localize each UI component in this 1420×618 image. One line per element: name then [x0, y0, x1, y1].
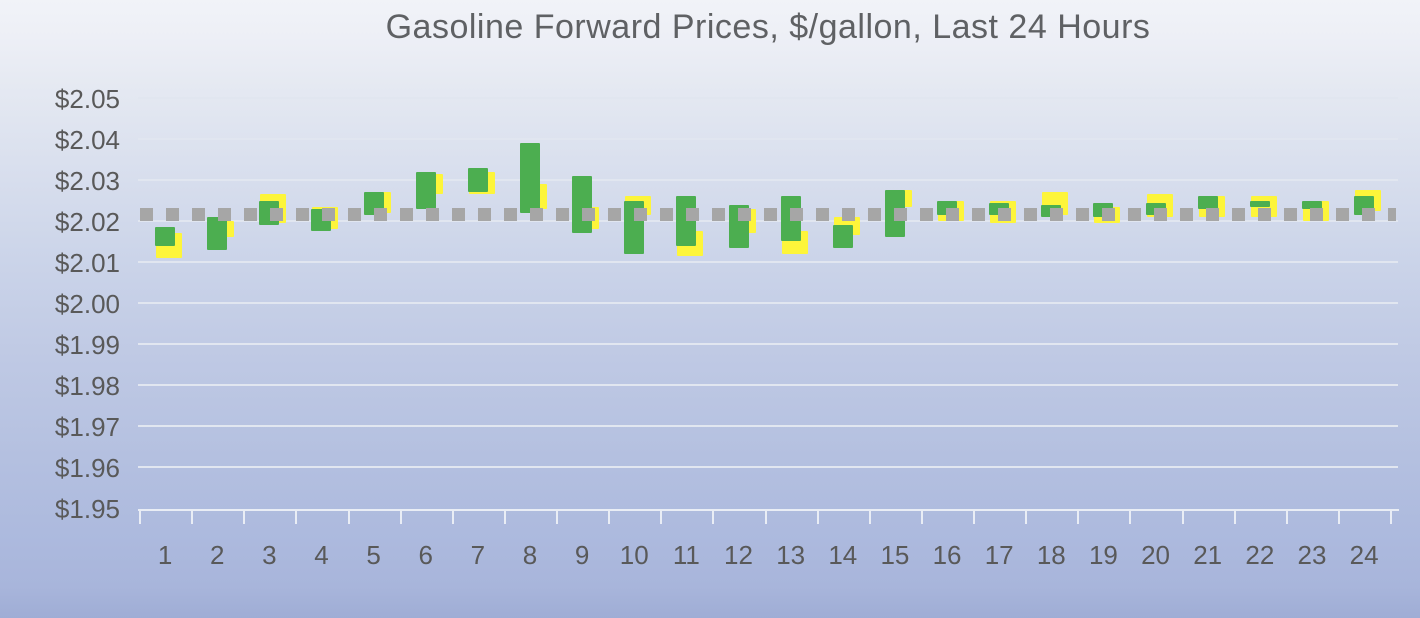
x-axis-tick [660, 509, 663, 524]
y-axis-label: $1.98 [54, 371, 120, 401]
gridline [138, 425, 1398, 427]
x-axis-line [138, 509, 1399, 511]
x-axis-tick [139, 509, 141, 524]
average-dotted-line [140, 208, 1396, 222]
y-axis-label: $2.04 [54, 125, 120, 155]
y-axis-label: $2.05 [54, 84, 120, 114]
x-axis-tick [1181, 509, 1184, 524]
x-axis-tick [503, 509, 506, 524]
x-axis-label: 8 [522, 540, 538, 570]
x-axis-tick [1025, 509, 1028, 524]
x-axis-tick [608, 509, 611, 524]
price-range-bar-green [1301, 200, 1322, 209]
y-axis-label: $1.99 [54, 330, 120, 360]
y-axis-label: $2.00 [54, 289, 120, 319]
x-axis-tick [920, 509, 923, 524]
price-range-bar-green [832, 225, 853, 248]
price-range-bar-green [520, 143, 540, 213]
x-axis-label: 20 [1141, 540, 1171, 570]
x-axis-tick [1129, 509, 1132, 524]
x-axis-tick [399, 509, 402, 524]
y-axis-label: $1.95 [54, 494, 120, 524]
x-axis-tick [1390, 509, 1393, 524]
price-range-bar-green [207, 216, 228, 250]
x-axis-label: 11 [672, 540, 700, 570]
x-axis-label: 18 [1036, 540, 1066, 570]
x-axis-label: 12 [724, 540, 753, 570]
x-axis-tick [1337, 509, 1340, 524]
x-axis-label: 9 [574, 540, 590, 570]
x-axis-label: 4 [314, 540, 329, 570]
gridline [138, 466, 1398, 468]
x-axis-tick [243, 509, 246, 524]
x-axis-tick [712, 509, 715, 524]
x-axis-tick [191, 509, 194, 524]
gridline [138, 261, 1398, 263]
x-axis-label: 2 [209, 540, 225, 570]
price-range-bar-green [1249, 200, 1270, 207]
y-axis-label: $2.01 [54, 248, 120, 278]
x-axis-label: 1 [157, 540, 173, 570]
chart-title: Gasoline Forward Prices, $/gallon, Last … [385, 8, 1151, 46]
gridline [138, 138, 1398, 140]
y-axis-label: $2.03 [54, 166, 120, 196]
x-axis-tick [556, 509, 559, 524]
x-axis-tick [973, 509, 976, 524]
gridline [138, 384, 1398, 386]
x-axis-label: 10 [619, 540, 649, 570]
y-axis-label: $1.97 [54, 412, 120, 442]
x-axis-tick [816, 509, 819, 524]
x-axis-label: 17 [984, 540, 1014, 570]
x-axis-tick [764, 509, 767, 524]
x-axis-label: 24 [1349, 540, 1379, 570]
x-axis-tick [868, 509, 871, 524]
x-axis-label: 14 [828, 540, 858, 570]
x-axis-label: 7 [470, 540, 486, 570]
gridline [138, 302, 1398, 304]
y-axis-label: $2.02 [54, 207, 120, 237]
gridline [138, 179, 1398, 181]
x-axis-label: 5 [366, 540, 381, 570]
x-axis-label: 19 [1088, 540, 1118, 570]
x-axis-tick [347, 509, 350, 524]
x-axis-tick [1233, 509, 1236, 524]
x-axis-tick [451, 509, 454, 524]
gridline [138, 343, 1398, 345]
x-axis-label: 23 [1297, 540, 1327, 570]
y-axis-label: $1.96 [54, 453, 120, 483]
price-range-bar-green [415, 171, 436, 209]
x-axis-tick [295, 509, 298, 524]
x-axis-tick [1285, 509, 1288, 524]
x-axis-label: 3 [262, 540, 277, 570]
x-axis-label: 6 [418, 540, 433, 570]
x-axis-label: 13 [776, 540, 806, 570]
gridline [138, 97, 1398, 99]
price-range-bar-green [155, 227, 176, 246]
price-range-bar-green [572, 175, 593, 234]
x-axis-label: 15 [880, 540, 910, 570]
x-axis-tick [1077, 509, 1080, 524]
price-range-bar-green [467, 167, 488, 193]
x-axis-label: 22 [1245, 540, 1275, 570]
x-axis-label: 16 [932, 540, 962, 570]
x-axis-label: 21 [1193, 540, 1223, 570]
price-range-bar-green [1197, 196, 1218, 209]
